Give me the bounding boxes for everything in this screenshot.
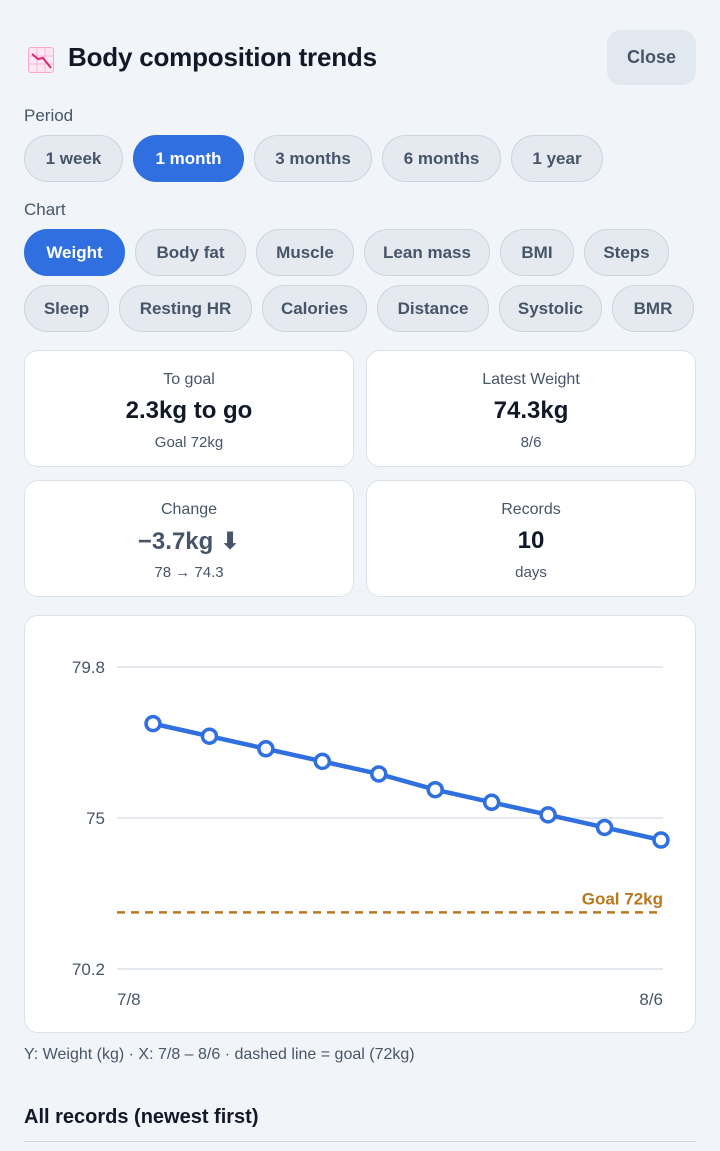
change-card: Change −3.7kg ⬇ 78 → 74.3 [24,480,354,597]
change-value: −3.7kg ⬇ [137,528,241,555]
chart-option-resting-hr[interactable]: Resting HR [119,285,252,332]
chart-option-lean-mass[interactable]: Lean mass [364,229,490,276]
chart-option-bmi[interactable]: BMI [500,229,574,276]
page-title: Body composition trends [68,42,377,72]
chart-option-distance[interactable]: Distance [377,285,489,332]
chart-option-bmr[interactable]: BMR [612,285,694,332]
records-value: 10 [517,527,545,554]
y-tick-label: 79.8 [72,658,105,677]
data-point [257,740,275,758]
period-selector: 1 week 1 month 3 months 6 months 1 year [24,135,696,182]
period-option-3-months[interactable]: 3 months [254,135,372,182]
weight-series-line [150,721,664,843]
latest-weight-value: 74.3kg [493,397,569,424]
to-goal-card: To goal 2.3kg to go Goal 72kg [24,350,354,467]
latest-weight-card: Latest Weight 74.3kg 8/6 [366,350,696,467]
weight-chart: 79.8 75 70.2 Goal 72kg 7/8 8/6 [72,658,670,1009]
records-divider [24,1141,696,1142]
close-button[interactable]: Close [607,30,696,85]
period-option-6-months[interactable]: 6 months [382,135,501,182]
chart-option-body-fat[interactable]: Body fat [135,229,246,276]
data-point [313,752,332,771]
data-point [144,714,162,733]
latest-weight-label: Latest Weight [482,371,580,388]
chart-label: Chart [24,200,66,219]
data-point [482,793,501,812]
records-sub: days [515,564,547,581]
period-option-1-week[interactable]: 1 week [24,135,123,182]
x-tick-label: 8/6 [639,990,663,1009]
data-point [200,727,219,745]
data-point [426,780,444,799]
data-point [370,765,388,783]
chart-option-sleep[interactable]: Sleep [24,285,109,332]
change-sub: 78 → 74.3 [154,564,224,581]
chart-option-systolic[interactable]: Systolic [499,285,602,332]
records-card: Records 10 days [366,480,696,597]
chart-selector-row-1: Weight Body fat Muscle Lean mass BMI Ste… [24,229,696,276]
chart-selector-row-2: Sleep Resting HR Calories Distance Systo… [24,285,696,332]
latest-weight-date: 8/6 [520,434,542,451]
y-tick-label: 75 [86,809,105,828]
period-option-1-month[interactable]: 1 month [133,135,244,182]
y-tick-label: 70.2 [72,960,105,979]
to-goal-label: To goal [163,371,215,388]
records-section-title: All records (newest first) [24,1106,259,1128]
weight-chart-card: 79.8 75 70.2 Goal 72kg 7/8 8/6 [24,615,696,1033]
x-tick-label: 7/8 [117,990,141,1009]
period-option-1-year[interactable]: 1 year [511,135,603,182]
chart-decreasing-icon [28,47,54,73]
to-goal-sub: Goal 72kg [154,434,224,451]
data-point [539,806,557,824]
chart-option-weight[interactable]: Weight [24,229,125,276]
period-label: Period [24,106,74,125]
chart-option-steps[interactable]: Steps [584,229,669,276]
chart-option-calories[interactable]: Calories [262,285,367,332]
chart-caption: Y: Weight (kg) · X: 7/8 – 8/6 · dashed l… [24,1046,415,1063]
chart-option-muscle[interactable]: Muscle [256,229,354,276]
header: Body composition trends Close [24,28,696,88]
change-label: Change [160,501,218,518]
goal-label: Goal 72kg [582,889,663,908]
to-goal-value: 2.3kg to go [125,397,253,424]
data-point [595,818,614,837]
records-label: Records [501,501,561,518]
data-point [652,831,670,849]
